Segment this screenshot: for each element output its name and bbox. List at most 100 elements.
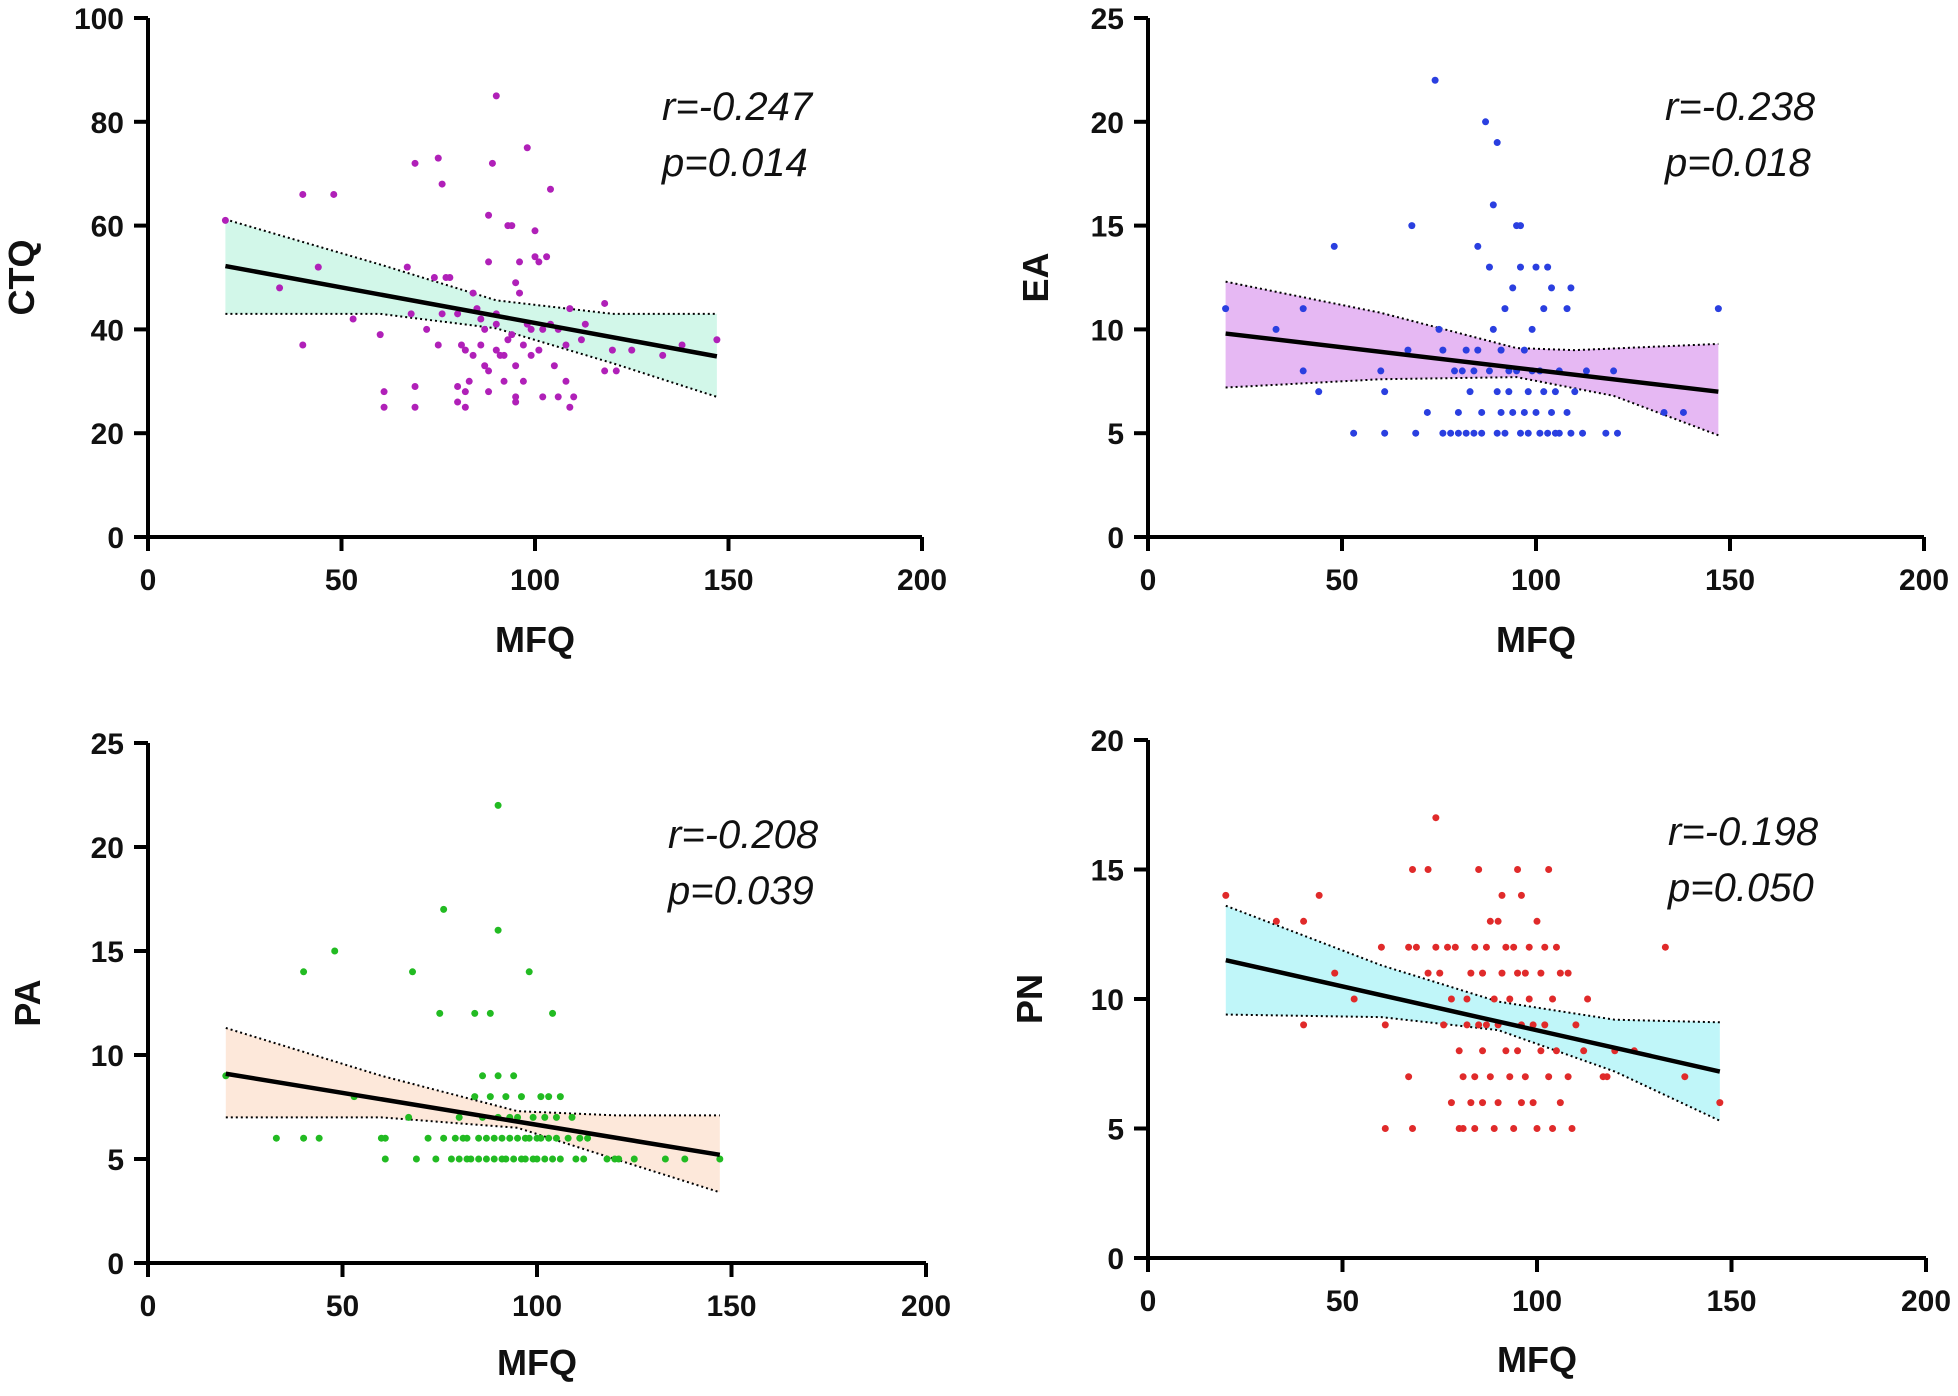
- data-point: [533, 1155, 541, 1163]
- data-point: [486, 1093, 494, 1101]
- data-point: [498, 1134, 506, 1142]
- data-point: [1509, 284, 1517, 292]
- data-point: [504, 336, 512, 344]
- confidence-band: [225, 1027, 721, 1194]
- data-point: [1432, 943, 1440, 951]
- y-tick-label: 15: [1091, 855, 1124, 888]
- data-point: [508, 331, 516, 339]
- data-point: [1564, 1073, 1572, 1081]
- scatter-points: [222, 801, 724, 1163]
- data-point: [1300, 1021, 1308, 1029]
- ci-band-fill: [225, 1027, 720, 1193]
- tick-labels: 0 50 100 150 200 0 5 10 15 20 25: [91, 728, 951, 1323]
- tick-labels: 0 50 100 150 200 0 5 10 15 20: [1091, 725, 1951, 1318]
- data-point: [1474, 346, 1482, 354]
- y-tick-label: 20: [91, 418, 124, 451]
- tick-labels: 0 50 100 150 200 0 20 40 60 80 100: [74, 3, 947, 597]
- data-point: [490, 1155, 498, 1163]
- data-point: [475, 1134, 483, 1142]
- data-point: [1412, 429, 1420, 437]
- data-point: [1458, 367, 1466, 375]
- data-point: [1459, 1073, 1467, 1081]
- data-point: [1516, 222, 1524, 230]
- y-tick-label: 0: [107, 522, 124, 555]
- y-tick-label: 20: [1091, 107, 1124, 140]
- data-point: [541, 1155, 549, 1163]
- data-point: [299, 341, 307, 349]
- x-tick-label: 200: [1901, 1285, 1951, 1318]
- data-point: [1330, 242, 1338, 250]
- data-point: [1524, 429, 1532, 437]
- data-point: [1556, 1099, 1564, 1107]
- data-point: [492, 346, 500, 354]
- data-point: [1404, 346, 1412, 354]
- data-point: [1540, 305, 1548, 313]
- data-point: [467, 1155, 475, 1163]
- data-point: [1471, 1073, 1479, 1081]
- data-point: [1532, 408, 1540, 416]
- data-point: [531, 227, 539, 235]
- y-tick-label: 60: [91, 211, 124, 244]
- x-tick-label: 50: [1326, 1285, 1359, 1318]
- data-point: [405, 1113, 413, 1121]
- data-point: [1470, 367, 1478, 375]
- p-annotation: p=0.050: [1667, 866, 1814, 910]
- panel-pa: 0 50 100 150 200 0 5 10 15 20 25 MFQ PA r=-0.208 p…: [7, 728, 951, 1383]
- r-annotation: r=-0.247: [662, 85, 814, 129]
- data-point: [272, 1134, 280, 1142]
- x-tick-label: 50: [325, 564, 358, 597]
- data-point: [376, 331, 384, 339]
- data-point: [1517, 1099, 1525, 1107]
- data-point: [409, 968, 417, 976]
- data-point: [1571, 388, 1579, 396]
- data-point: [512, 362, 520, 370]
- data-point: [1528, 325, 1536, 333]
- data-point: [1679, 408, 1687, 416]
- confidence-band: [1225, 280, 1719, 437]
- y-tick-label: 0: [107, 1248, 124, 1281]
- y-tick-label: 100: [74, 3, 124, 36]
- data-point: [454, 310, 462, 318]
- data-point: [510, 1072, 518, 1080]
- data-point: [494, 801, 502, 809]
- data-point: [541, 1113, 549, 1121]
- data-point: [411, 382, 419, 390]
- regression-line-segment: [1225, 331, 1719, 394]
- data-point: [1451, 367, 1459, 375]
- data-point: [479, 1072, 487, 1080]
- data-point: [1485, 263, 1493, 271]
- data-point: [380, 388, 388, 396]
- data-point: [477, 341, 485, 349]
- data-point: [1315, 388, 1323, 396]
- ci-upper-line: [1225, 904, 1720, 1024]
- data-point: [1489, 325, 1497, 333]
- y-axis-title: PA: [7, 979, 48, 1026]
- data-point: [276, 284, 284, 292]
- data-point: [510, 1155, 518, 1163]
- data-point: [1529, 1021, 1537, 1029]
- data-point: [1479, 1047, 1487, 1055]
- x-tick-label: 150: [703, 564, 753, 597]
- data-point: [1536, 429, 1544, 437]
- data-point: [1549, 1125, 1557, 1132]
- data-point: [469, 351, 477, 359]
- y-tick-label: 25: [1091, 3, 1124, 36]
- data-point: [516, 289, 524, 297]
- data-point: [461, 388, 469, 396]
- data-point: [1548, 284, 1556, 292]
- data-point: [1451, 943, 1459, 951]
- data-point: [1501, 305, 1509, 313]
- y-tick-label: 40: [91, 314, 124, 347]
- data-point: [577, 336, 585, 344]
- y-tick-label: 80: [91, 107, 124, 140]
- data-point: [1222, 891, 1230, 899]
- data-point: [1541, 943, 1549, 951]
- data-point: [438, 180, 446, 188]
- data-point: [440, 905, 448, 913]
- x-tick-label: 50: [1325, 564, 1358, 597]
- data-point: [1478, 429, 1486, 437]
- data-point: [1514, 866, 1522, 873]
- regression-line: [224, 263, 718, 359]
- data-point: [516, 258, 524, 266]
